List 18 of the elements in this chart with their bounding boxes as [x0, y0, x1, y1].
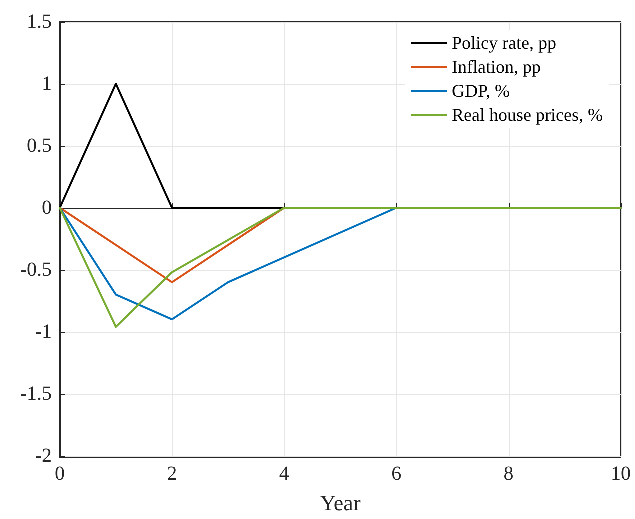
- y-tick-label: -0.5: [20, 259, 52, 281]
- y-tick-label: -1: [35, 321, 52, 343]
- legend-label: GDP, %: [452, 81, 510, 101]
- x-tick-label: 10: [611, 463, 631, 485]
- y-tick-label: 0.5: [27, 135, 52, 157]
- y-tick-label: 1: [42, 73, 52, 95]
- legend-label: Real house prices, %: [452, 105, 604, 125]
- x-tick-label: 2: [167, 463, 178, 485]
- legend-label: Policy rate, pp: [452, 33, 557, 53]
- y-tick-label: -1.5: [20, 383, 52, 405]
- x-tick-label: 8: [504, 463, 514, 485]
- legend-label: Inflation, pp: [452, 57, 542, 77]
- x-tick-label: 6: [392, 463, 402, 485]
- y-tick-label: -2: [35, 445, 52, 467]
- y-tick-label: 0: [42, 197, 52, 219]
- y-tick-label: 1.5: [27, 11, 52, 33]
- x-tick-label: 4: [279, 463, 290, 485]
- x-axis-title: Year: [320, 490, 362, 516]
